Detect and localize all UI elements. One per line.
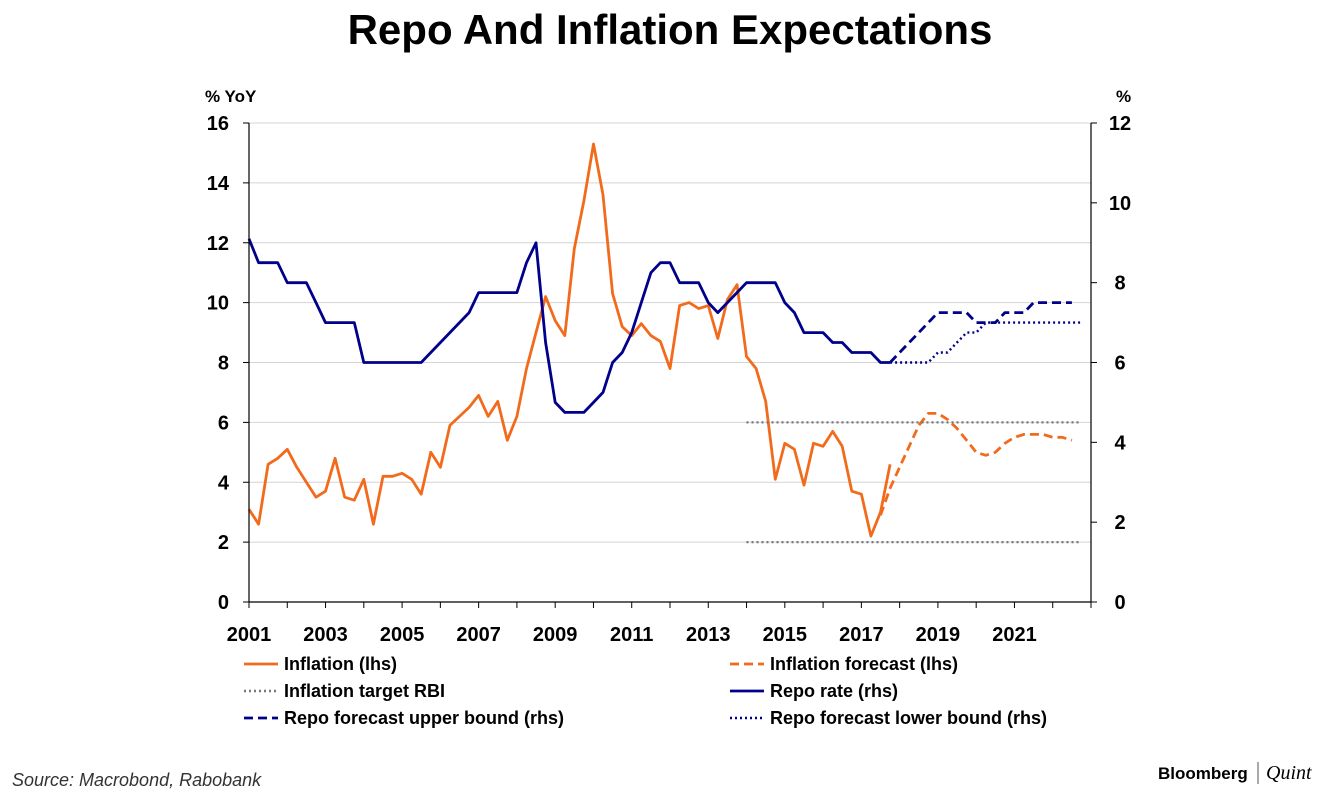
y-right-tick-label: 0 [1114, 592, 1125, 614]
x-tick-label: 2009 [533, 624, 578, 646]
x-tick-label: 2017 [839, 624, 884, 646]
series-repo-forecast-upper-bound-rhs [889, 301, 1072, 364]
y-right-tick-label: 2 [1114, 512, 1125, 534]
brand-logo: Bloomberg [1158, 764, 1248, 783]
series-repo-rate-rhs [247, 238, 891, 414]
y-right-tick-label: 8 [1114, 273, 1125, 295]
y-left-tick-label: 6 [218, 412, 229, 434]
y-left-tick-label: 14 [207, 173, 230, 195]
y-right-tick-label: 10 [1109, 193, 1131, 215]
series-inflation-forecast-lhs [879, 412, 1073, 516]
x-tick-label: 2021 [992, 624, 1037, 646]
legend-label: Repo forecast lower bound (rhs) [770, 708, 1047, 728]
axes [243, 122, 1097, 608]
y-left-tick-label: 8 [218, 353, 229, 375]
y-right-tick-label: 4 [1114, 432, 1126, 454]
legend: Inflation (lhs) Inflation forecast (lhs) I… [244, 654, 1047, 728]
y-left-tick-label: 0 [218, 592, 229, 614]
legend-label: Repo forecast upper bound (rhs) [284, 708, 564, 728]
x-tick-label: 2007 [456, 624, 501, 646]
x-tick-label: 2001 [227, 624, 272, 646]
series-repo-forecast-lower-bound-rhs [890, 321, 1082, 364]
y-right-tick-label: 12 [1109, 113, 1131, 135]
series-lines [247, 142, 1082, 544]
x-tick-label: 2011 [610, 624, 653, 646]
x-tick-label: 2003 [303, 624, 348, 646]
x-tick-label: 2013 [686, 624, 731, 646]
y-left-tick-label: 4 [218, 472, 230, 494]
y-right-tick-label: 6 [1114, 353, 1125, 375]
source-note: Source: Macrobond, Rabobank [12, 770, 262, 790]
gridlines [249, 122, 1091, 543]
y-left-tick-label: 10 [207, 293, 229, 315]
x-tick-label: 2005 [380, 624, 425, 646]
brand-logo-sub: Quint [1266, 762, 1312, 784]
chart-title: Repo And Inflation Expectations [348, 6, 993, 53]
y-left-tick-label: 2 [218, 532, 229, 554]
series-inflation-lhs [247, 142, 892, 538]
x-tick-label: 2019 [916, 624, 961, 646]
x-tick-label: 2015 [763, 624, 808, 646]
y-left-tick-label: 16 [207, 113, 229, 135]
y-left-tick-label: 12 [207, 233, 229, 255]
y-right-axis-label: % [1116, 87, 1131, 106]
y-left-axis-label: % YoY [205, 87, 257, 106]
legend-label: Repo rate (rhs) [770, 681, 898, 701]
legend-label: Inflation forecast (lhs) [770, 654, 958, 674]
legend-label: Inflation (lhs) [284, 654, 397, 674]
legend-label: Inflation target RBI [284, 681, 445, 701]
tick-labels: 0 2 4 6 8 10 12 14 16 0 2 4 6 8 10 12 2001 2003 2005 2007 20… [207, 113, 1131, 646]
